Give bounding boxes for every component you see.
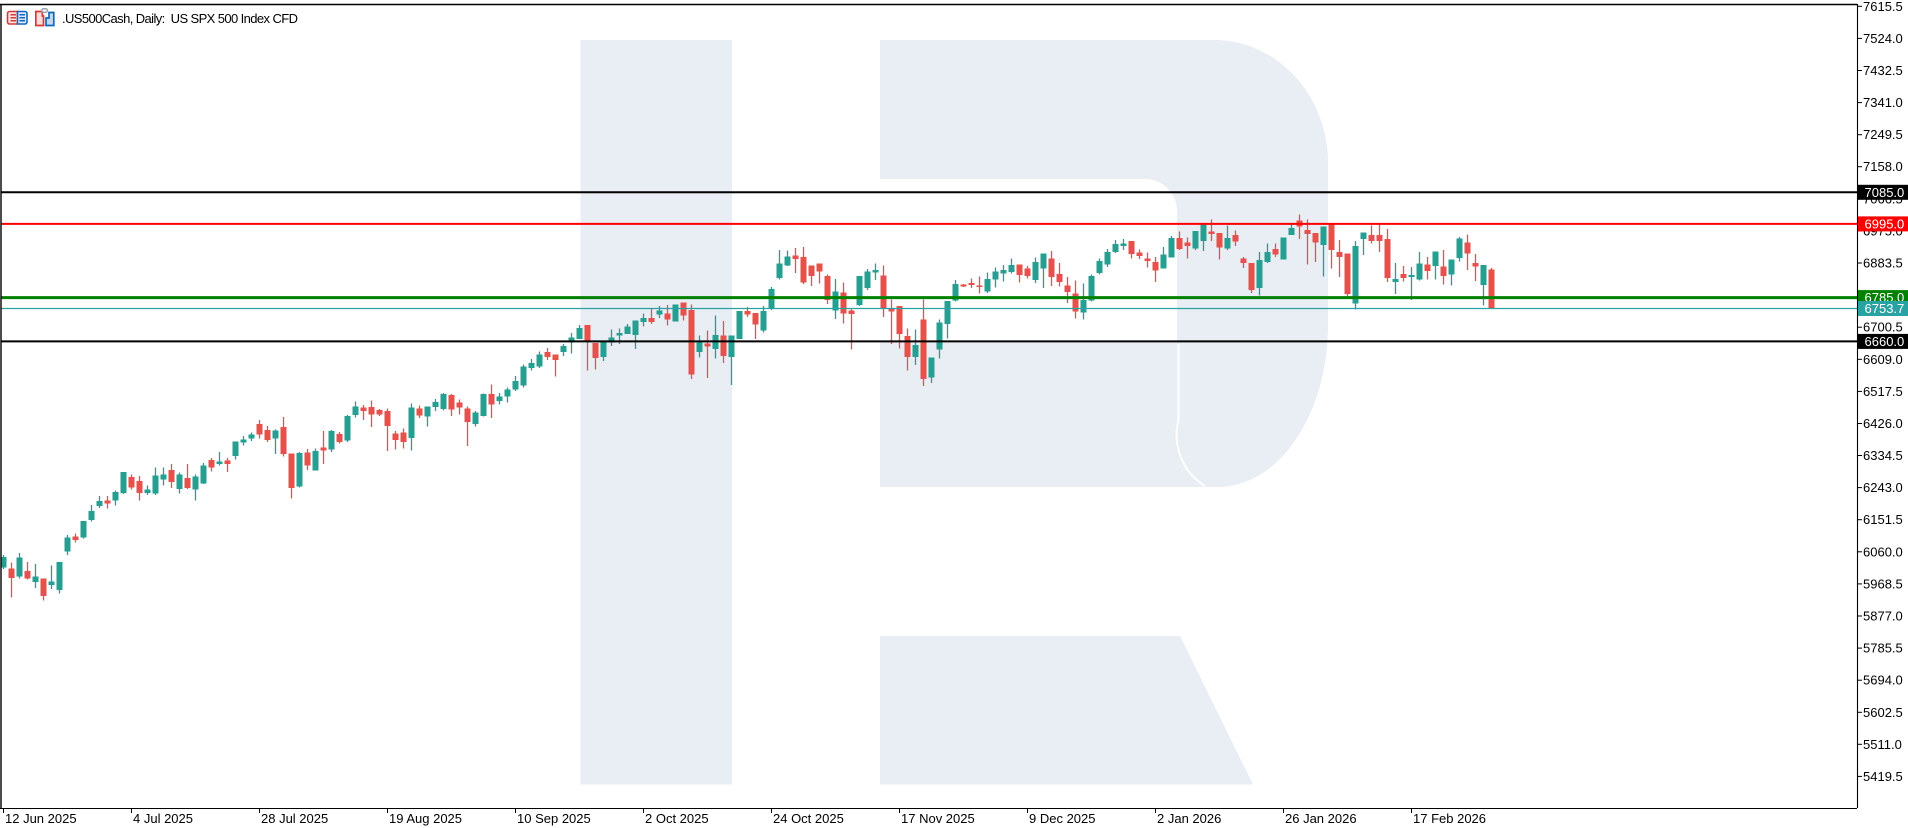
svg-text:12 Jun 2025: 12 Jun 2025 bbox=[5, 811, 77, 826]
svg-text:7615.5: 7615.5 bbox=[1863, 0, 1903, 14]
svg-text:5602.5: 5602.5 bbox=[1863, 705, 1903, 720]
svg-text:6517.5: 6517.5 bbox=[1863, 384, 1903, 399]
svg-text:2 Jan 2026: 2 Jan 2026 bbox=[1157, 811, 1221, 826]
svg-text:17 Nov 2025: 17 Nov 2025 bbox=[901, 811, 975, 826]
svg-text:5511.0: 5511.0 bbox=[1863, 737, 1902, 752]
svg-text:2 Oct 2025: 2 Oct 2025 bbox=[645, 811, 709, 826]
svg-text:6426.0: 6426.0 bbox=[1863, 416, 1903, 431]
svg-text:6995.0: 6995.0 bbox=[1865, 216, 1905, 231]
svg-text:7432.5: 7432.5 bbox=[1863, 63, 1903, 78]
svg-text:6660.0: 6660.0 bbox=[1865, 334, 1905, 349]
svg-text:5968.5: 5968.5 bbox=[1863, 576, 1903, 591]
svg-text:26 Jan 2026: 26 Jan 2026 bbox=[1285, 811, 1357, 826]
svg-text:6883.5: 6883.5 bbox=[1863, 256, 1903, 271]
svg-text:17 Feb 2026: 17 Feb 2026 bbox=[1413, 811, 1486, 826]
svg-text:7158.0: 7158.0 bbox=[1863, 159, 1903, 174]
svg-text:7341.0: 7341.0 bbox=[1863, 95, 1903, 110]
svg-text:6334.5: 6334.5 bbox=[1863, 448, 1903, 463]
svg-text:4 Jul 2025: 4 Jul 2025 bbox=[133, 811, 193, 826]
svg-text:6151.5: 6151.5 bbox=[1863, 512, 1903, 527]
svg-text:7249.5: 7249.5 bbox=[1863, 127, 1903, 142]
svg-text:28 Jul 2025: 28 Jul 2025 bbox=[261, 811, 328, 826]
svg-text:6700.5: 6700.5 bbox=[1863, 320, 1903, 335]
svg-text:6060.0: 6060.0 bbox=[1863, 544, 1903, 559]
svg-text:6609.0: 6609.0 bbox=[1863, 352, 1903, 367]
svg-text:7524.0: 7524.0 bbox=[1863, 31, 1903, 46]
svg-text:6753.7: 6753.7 bbox=[1865, 301, 1905, 316]
svg-text:19 Aug 2025: 19 Aug 2025 bbox=[389, 811, 462, 826]
svg-text:5877.0: 5877.0 bbox=[1863, 609, 1903, 624]
svg-text:5694.0: 5694.0 bbox=[1863, 673, 1903, 688]
svg-text:7085.0: 7085.0 bbox=[1865, 185, 1905, 200]
svg-text:6243.0: 6243.0 bbox=[1863, 480, 1903, 495]
svg-text:10 Sep 2025: 10 Sep 2025 bbox=[517, 811, 591, 826]
svg-text:5785.5: 5785.5 bbox=[1863, 641, 1903, 656]
svg-text:24 Oct 2025: 24 Oct 2025 bbox=[773, 811, 844, 826]
svg-text:.US500Cash, Daily: US SPX 500: .US500Cash, Daily: US SPX 500 Index CFD bbox=[62, 11, 298, 26]
svg-text:9 Dec 2025: 9 Dec 2025 bbox=[1029, 811, 1096, 826]
svg-text:5419.5: 5419.5 bbox=[1863, 769, 1903, 784]
